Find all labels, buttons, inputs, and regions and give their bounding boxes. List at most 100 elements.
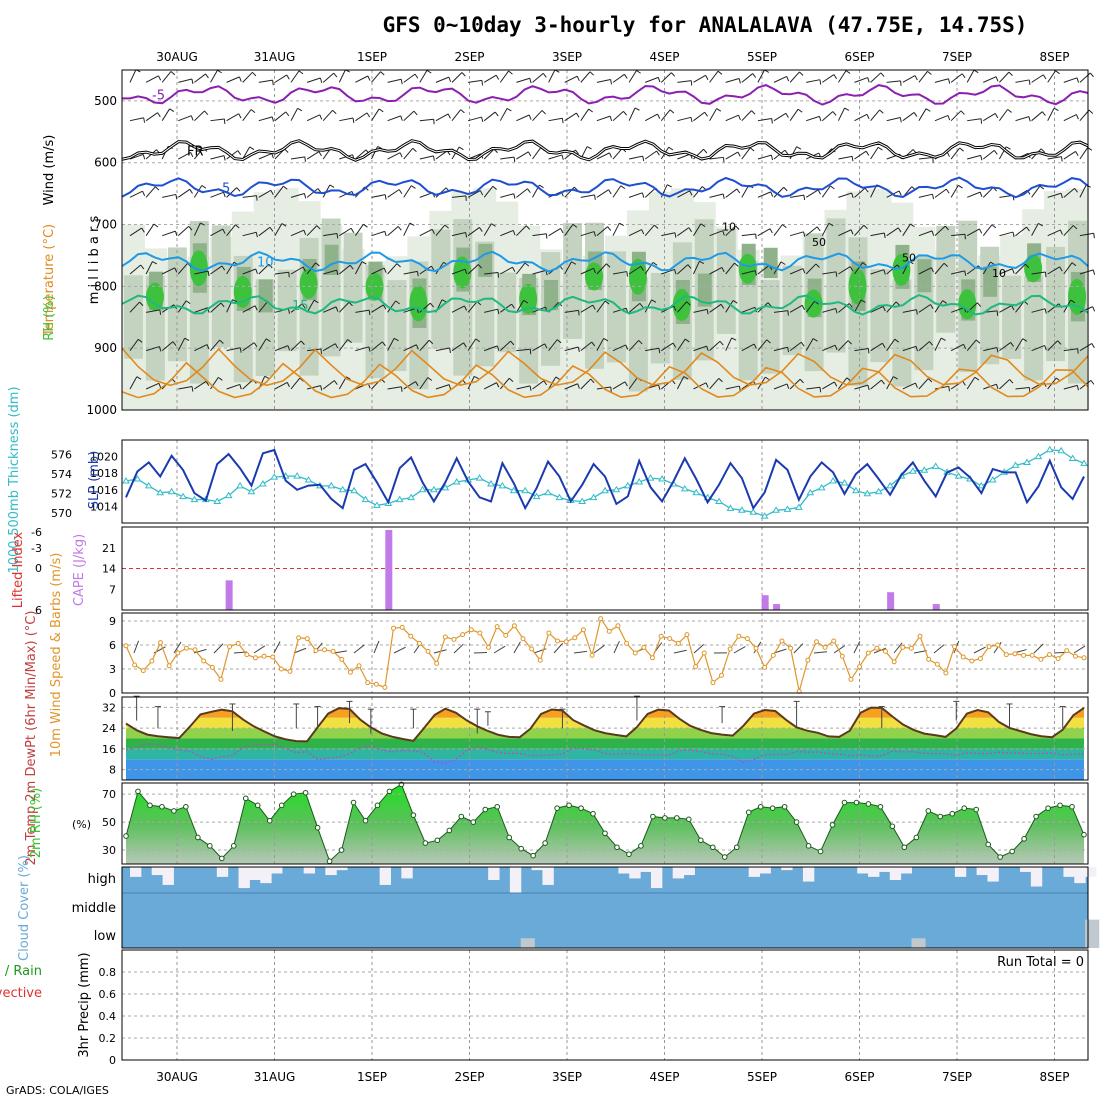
rh-point	[877, 803, 884, 810]
wind-barb	[290, 340, 302, 352]
wind-barb	[773, 186, 785, 198]
wind-speed-point	[175, 650, 181, 656]
wind-barb-flag	[703, 148, 708, 154]
wind-barb-flag	[995, 76, 999, 82]
wind-barb-flag	[527, 151, 532, 157]
rh-shade-mid	[782, 265, 802, 356]
temperature-contour	[121, 176, 1089, 199]
wind-barb	[580, 267, 594, 275]
wind-barb-flag	[479, 227, 483, 232]
wind-barb	[951, 233, 966, 237]
thickness-tick-label: 576	[51, 449, 72, 462]
wind-barb	[210, 118, 225, 122]
warm-temperature-contour	[121, 347, 1089, 387]
wind-barb	[274, 271, 289, 275]
wind-speed-point	[322, 647, 328, 653]
thickness-point	[658, 475, 666, 482]
wind-barb	[1047, 70, 1056, 83]
wind-barb-flag	[152, 261, 158, 265]
wind-barb-flag	[137, 338, 143, 343]
wind-barb-flag	[1010, 342, 1014, 347]
wind-barb	[210, 339, 221, 351]
rh-point	[1009, 848, 1015, 855]
rh-point	[650, 813, 656, 820]
wind-barb	[741, 306, 756, 313]
wind-barb-flag	[801, 305, 806, 310]
li-tick-label: -3	[31, 542, 42, 555]
wind-barb	[403, 147, 414, 160]
thickness-point	[498, 481, 507, 489]
rh-point	[1033, 813, 1039, 820]
wind-barb-flag	[592, 304, 596, 310]
wind-barb	[1015, 263, 1026, 275]
wind-barb	[709, 156, 724, 160]
wind-barb	[451, 109, 462, 121]
panel-frame	[121, 696, 1089, 781]
wind-barb	[274, 381, 288, 390]
wind-barb-flag	[996, 347, 999, 353]
rh-shade-mid	[738, 260, 758, 381]
wind-barb-flag	[636, 70, 641, 74]
wind-barb	[821, 111, 834, 122]
rh-point	[1021, 836, 1027, 842]
rh-shade-mid	[211, 225, 231, 348]
wind-barb	[146, 309, 160, 313]
wind-barb	[387, 226, 399, 237]
wind-barb	[822, 381, 835, 390]
wind-barb-flag	[684, 338, 690, 343]
wind-speed-point	[1055, 656, 1061, 662]
wind-barb-flag	[431, 229, 435, 235]
top-date-label: 30AUG	[156, 50, 198, 64]
wind-barb-flag	[687, 264, 692, 269]
wind-barb	[145, 346, 160, 352]
wind-barb-flag	[948, 78, 951, 84]
wind-barb	[1079, 232, 1094, 237]
wind-barb	[644, 224, 655, 237]
wind-barb	[725, 262, 735, 275]
wind-barb	[725, 300, 734, 313]
wind-barb-flag	[977, 302, 982, 307]
wind-barb	[451, 268, 466, 275]
wind-barb-flag	[960, 110, 965, 115]
wind-barb-flag	[603, 337, 609, 342]
wind-barb	[290, 266, 304, 275]
rh-point	[470, 819, 477, 825]
slp-axis-label: SLP (mb)	[87, 451, 102, 510]
wind-barb-flag	[722, 230, 725, 236]
wind-barb	[789, 108, 799, 121]
wind-barb	[242, 195, 257, 198]
wind-barb-flag	[495, 74, 500, 80]
wind-barb-flag	[185, 300, 191, 305]
surface-wind-barb	[513, 641, 521, 654]
wind-barb-flag	[1041, 111, 1046, 116]
wind-barb	[339, 190, 353, 198]
wind-barb-flag	[608, 189, 612, 195]
rh-point	[853, 799, 860, 806]
rh-point	[614, 844, 620, 851]
wind-barb	[999, 305, 1012, 313]
thickness-point	[1034, 452, 1043, 460]
wind-barb	[210, 265, 223, 275]
wind-speed-point	[382, 684, 388, 690]
wind-barb-flag	[1071, 262, 1077, 267]
wind-barb	[660, 109, 671, 122]
high-cloud-gap	[509, 867, 522, 893]
wind-barb	[371, 230, 385, 237]
wind-barb	[371, 146, 379, 160]
wind-barb	[162, 230, 176, 237]
wind-barb-flag	[658, 348, 661, 354]
wind-barb-flag	[512, 230, 516, 236]
wind-barb-flag	[815, 263, 820, 268]
wind-barb-flag	[799, 378, 804, 384]
wind-barb-flag	[705, 75, 709, 81]
rh-point	[1069, 803, 1075, 810]
high-cloud-gap	[1020, 867, 1032, 872]
wind-speed-point	[451, 636, 457, 642]
wind-barb	[886, 264, 898, 275]
wind-barb-flag	[465, 232, 468, 238]
wind-barb	[773, 346, 788, 352]
wind-barb-flag	[366, 112, 371, 118]
wind-barb	[806, 386, 821, 390]
wind-barb-flag	[235, 224, 240, 229]
wind-barb-flag	[738, 78, 741, 84]
